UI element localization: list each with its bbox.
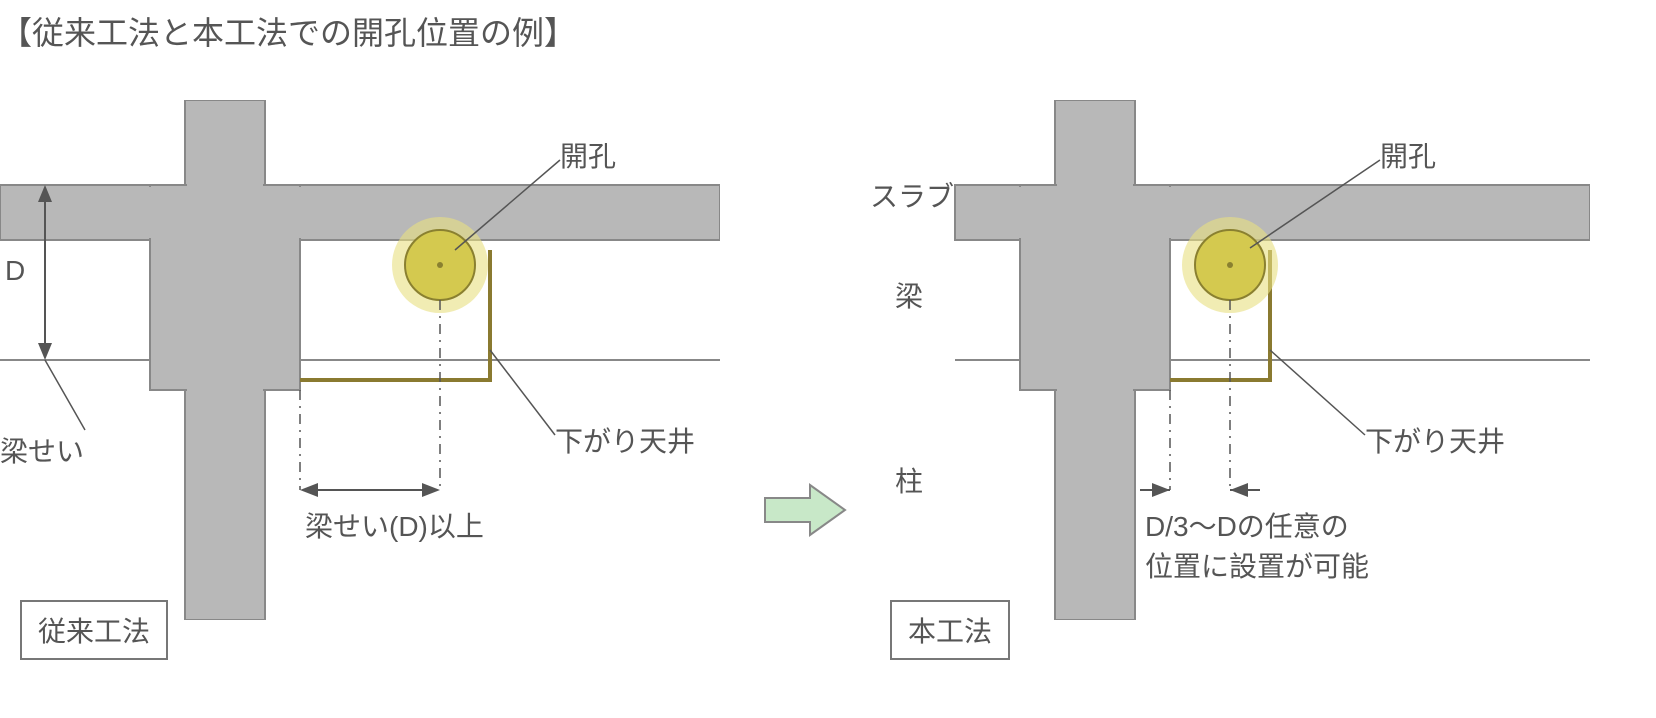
caption-right: 本工法 <box>890 600 1010 660</box>
diagram-conventional: 開孔 D 梁せい 下がり天井 梁せい(D)以上 従来工法 <box>0 100 720 660</box>
label-hole-right: 開孔 <box>1380 135 1436 175</box>
caption-left: 従来工法 <box>20 600 168 660</box>
page-title: 【従来工法と本工法での開孔位置の例】 <box>0 8 576 54</box>
label-distance-left: 梁せい(D)以上 <box>305 505 484 545</box>
label-hole-left: 開孔 <box>560 135 616 175</box>
label-beam: 梁 <box>895 275 923 315</box>
diagram-new-method: スラブ 梁 柱 開孔 下がり天井 D/3～Dの任意の 位置に設置が可能 本工法 <box>870 100 1590 660</box>
transition-arrow-icon <box>760 480 850 540</box>
label-d: D <box>5 255 25 287</box>
label-dropped-ceiling-left: 下がり天井 <box>555 420 695 460</box>
label-column: 柱 <box>895 460 923 500</box>
label-distance-right: D/3～Dの任意の 位置に設置が可能 <box>1145 505 1369 585</box>
label-dropped-ceiling-right: 下がり天井 <box>1365 420 1505 460</box>
label-slab: スラブ <box>870 175 954 215</box>
label-beam-depth: 梁せい <box>0 430 84 470</box>
